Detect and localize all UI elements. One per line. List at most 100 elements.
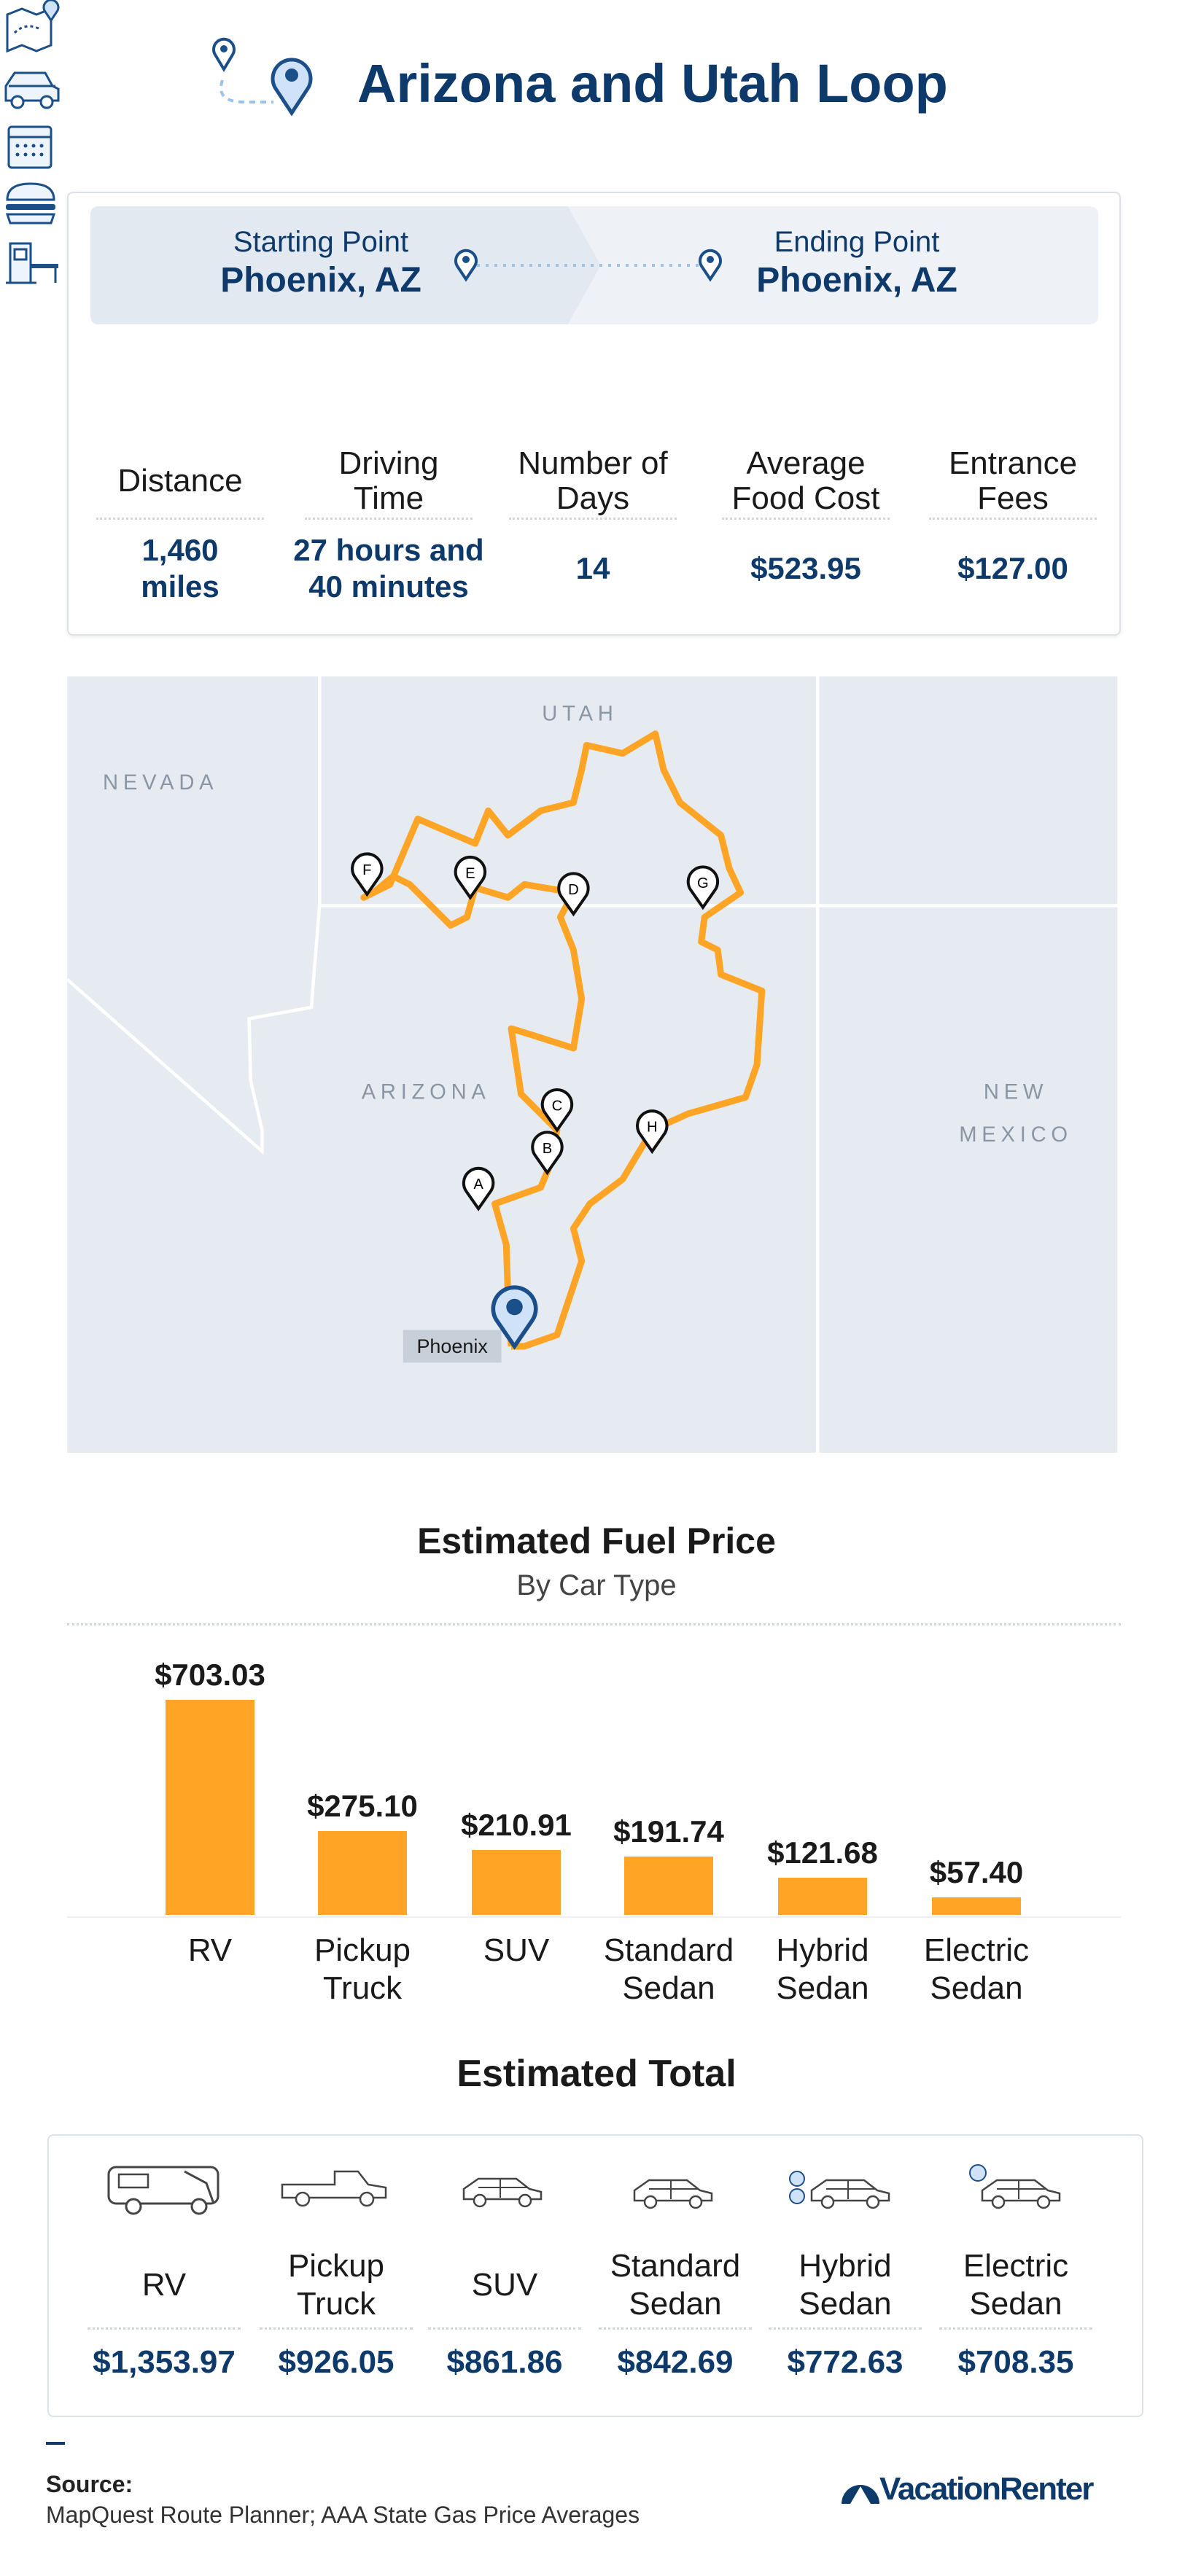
dash xyxy=(46,2442,65,2445)
icon xyxy=(5,182,56,225)
stop-label: E xyxy=(465,865,475,881)
stops: A B C D E F G H xyxy=(351,852,720,1211)
value-label: $703.03 xyxy=(155,1658,265,1692)
stat-icon xyxy=(0,175,66,233)
chart-subtitle: By Car Type xyxy=(516,1569,677,1601)
stat-label-box: Average Food Cost xyxy=(718,441,893,521)
icon xyxy=(281,2170,387,2207)
brand: VacationRenter xyxy=(879,2471,1094,2507)
stat-value-box: 27 hours and 40 minutes xyxy=(279,528,498,609)
category-label: Standard Sedan xyxy=(603,1932,734,2006)
stop-pin xyxy=(636,1109,669,1155)
total-label: SUV xyxy=(471,2267,538,2303)
stat-value-box: $127.00 xyxy=(918,528,1108,609)
dots xyxy=(509,518,677,520)
stat-icon xyxy=(0,117,66,175)
stat-label: Entrance Fees xyxy=(948,445,1078,516)
value-label: $210.91 xyxy=(461,1808,572,1843)
stop-pin xyxy=(462,1166,495,1211)
stat-value-box: 14 xyxy=(520,528,666,609)
bar xyxy=(624,1856,713,1915)
totals-title: Estimated Total xyxy=(456,2053,737,2095)
stop-label: H xyxy=(647,1120,658,1136)
chart-title: Estimated Fuel Price xyxy=(417,1521,776,1561)
total-label: Electric Sedan xyxy=(963,2248,1069,2322)
stat-value-box: 1,460 miles xyxy=(107,528,253,609)
start-label: Starting Point xyxy=(233,226,409,258)
stat-label-box: Number of Days xyxy=(513,441,673,521)
stop-pin xyxy=(454,855,487,900)
bar xyxy=(932,1897,1021,1915)
stat-value: 27 hours and 40 minutes xyxy=(293,533,484,604)
dots xyxy=(428,2327,581,2330)
vehicle-icon xyxy=(615,2161,735,2220)
dots xyxy=(929,518,1097,520)
stop-label: B xyxy=(543,1141,553,1157)
value-label: $121.68 xyxy=(767,1835,878,1870)
total-label-box: Hybrid Sedan xyxy=(761,2245,929,2325)
icon xyxy=(633,2179,713,2209)
icon xyxy=(107,2166,219,2215)
stat-icon xyxy=(0,233,66,292)
stat-value-box: $523.95 xyxy=(711,528,901,609)
stop-label: A xyxy=(473,1176,483,1193)
vehicle-icon xyxy=(276,2161,396,2220)
stop-pin xyxy=(540,1088,574,1133)
vehicle-icon xyxy=(445,2161,564,2220)
total-label: RV xyxy=(141,2267,187,2303)
dots xyxy=(305,518,473,520)
icon xyxy=(4,71,60,109)
end-label: Ending Point xyxy=(774,226,940,258)
value-label: $57.40 xyxy=(929,1854,1024,1889)
total-value: $861.86 xyxy=(446,2344,563,2380)
totals-card xyxy=(47,2134,1143,2417)
dots xyxy=(769,2327,922,2330)
title: Arizona and Utah Loop xyxy=(357,53,948,114)
category-label: Pickup Truck xyxy=(314,1932,411,2006)
city-label: Phoenix xyxy=(416,1335,488,1357)
dots xyxy=(96,518,264,520)
value-label: $275.10 xyxy=(307,1788,418,1823)
icon xyxy=(6,242,58,284)
dots xyxy=(599,2327,752,2330)
stop-pin xyxy=(531,1131,564,1176)
stat-value: 14 xyxy=(575,551,610,585)
category-label: RV xyxy=(187,1932,233,1968)
icon xyxy=(462,2177,543,2208)
stat-label: Number of Days xyxy=(518,445,668,516)
stop-pin xyxy=(351,852,384,897)
baseline xyxy=(67,1916,1121,1918)
icon xyxy=(969,2164,1061,2209)
stat-label: Distance xyxy=(117,463,243,499)
total-label-box: Pickup Truck xyxy=(252,2245,420,2325)
stop-label: D xyxy=(568,882,579,898)
state-label: NEVADA xyxy=(103,771,218,795)
stop-pin xyxy=(557,872,590,917)
bar xyxy=(166,1700,254,1915)
title-icon xyxy=(212,37,313,117)
stat-label-box: Entrance Fees xyxy=(940,441,1086,521)
stat-label-box: Distance xyxy=(93,441,268,521)
stat-label: Average Food Cost xyxy=(731,445,880,516)
stat-value: 1,460 miles xyxy=(141,533,219,604)
end-place: Phoenix, AZ xyxy=(756,261,957,300)
value-label: $191.74 xyxy=(613,1814,724,1849)
total-label: Pickup Truck xyxy=(287,2248,385,2322)
category-label: SUV xyxy=(483,1932,550,1968)
bar xyxy=(472,1850,561,1915)
total-label: Hybrid Sedan xyxy=(798,2248,892,2322)
stop-label: F xyxy=(362,862,371,878)
stop-label: G xyxy=(697,875,709,891)
stat-value: $127.00 xyxy=(957,551,1068,585)
bar xyxy=(318,1830,407,1915)
total-label: Standard Sedan xyxy=(610,2248,741,2322)
stat-value: $523.95 xyxy=(750,551,861,585)
total-label-box: RV xyxy=(80,2245,248,2325)
state-label: ARIZONA xyxy=(362,1081,491,1104)
source: MapQuest Route Planner; AAA State Gas Pr… xyxy=(46,2502,640,2528)
total-value: $926.05 xyxy=(278,2344,395,2380)
dots xyxy=(722,518,890,520)
category-label: Hybrid Sedan xyxy=(776,1932,869,2006)
total-label-box: Standard Sedan xyxy=(591,2245,759,2325)
